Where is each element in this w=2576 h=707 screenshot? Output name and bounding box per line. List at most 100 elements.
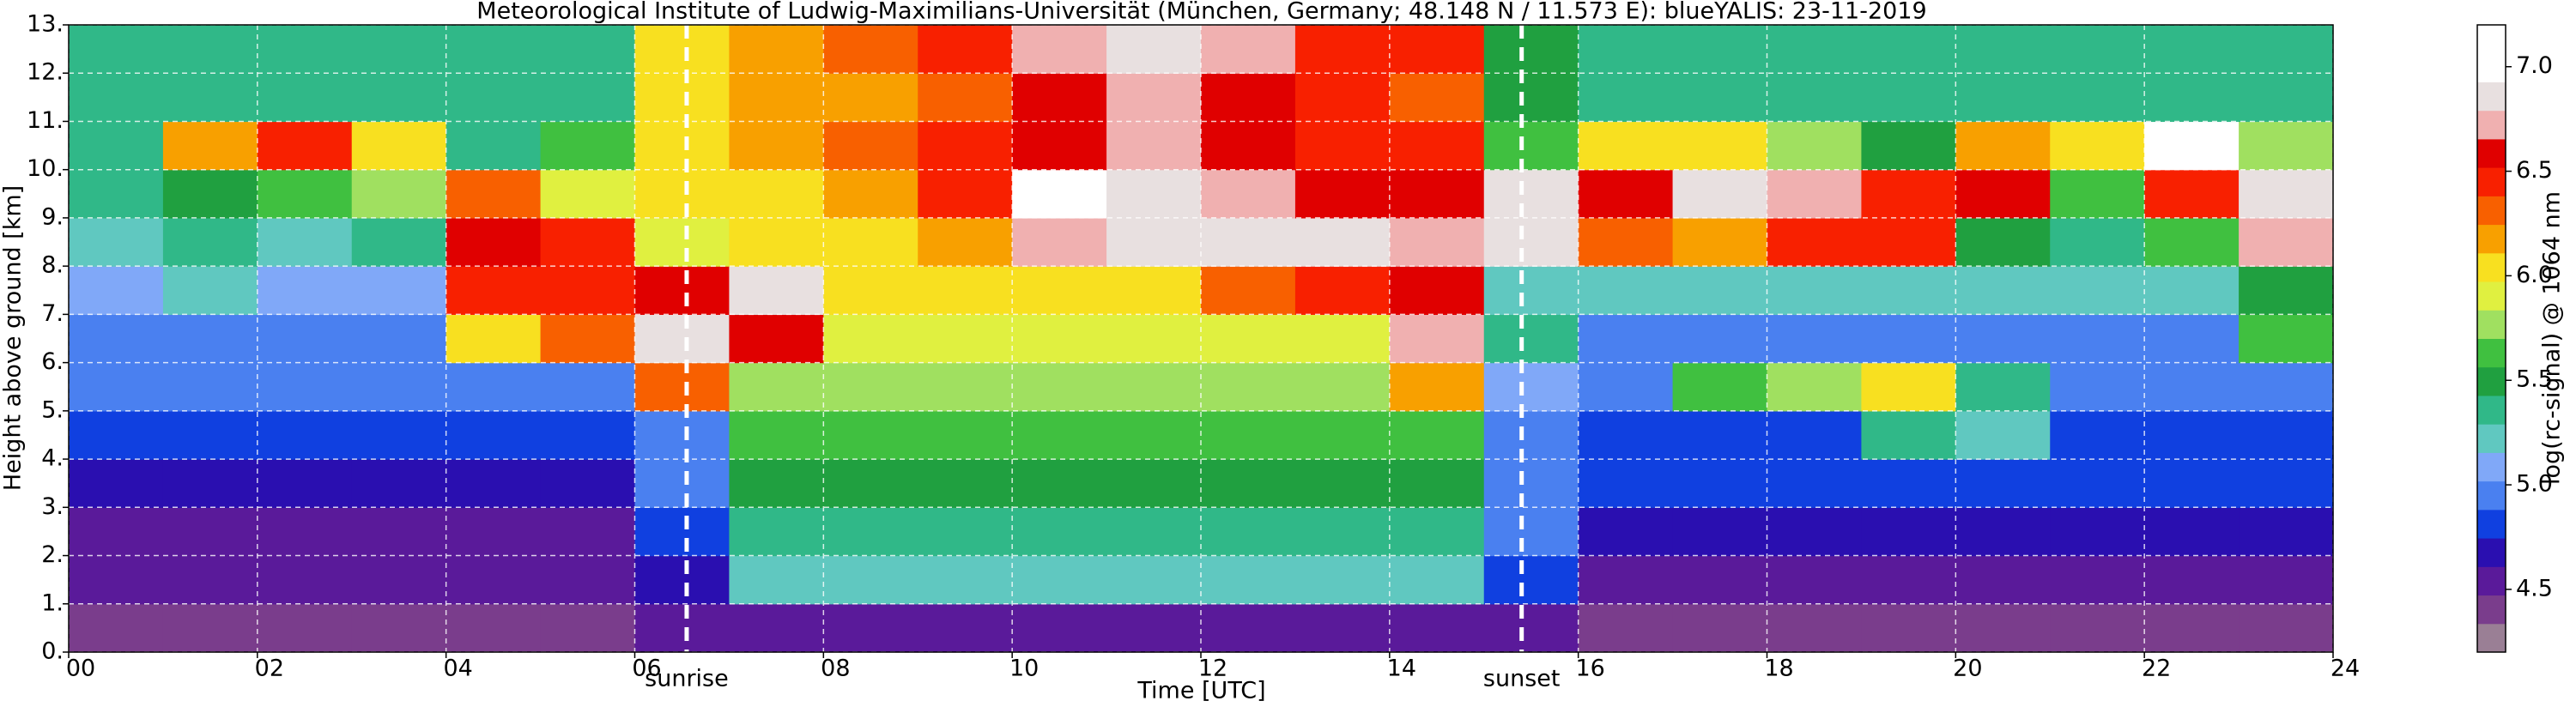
heatmap-cell [2144, 410, 2240, 460]
x-tick-label: 02 [255, 656, 284, 682]
heatmap-cell [1861, 555, 1956, 605]
colorbar-segment [2477, 538, 2506, 567]
heatmap-cell [351, 73, 447, 123]
heatmap-cell [1106, 507, 1202, 557]
heatmap-cell [1578, 362, 1674, 412]
heatmap-cell [634, 555, 730, 605]
heatmap-cell [823, 169, 918, 219]
heatmap-cell [1389, 459, 1485, 508]
heatmap-cell [1955, 603, 2051, 653]
colorbar-segment [2477, 395, 2506, 425]
colorbar-frame [2476, 24, 2506, 653]
heatmap-cell [1861, 603, 1956, 653]
heatmap-cell [1294, 410, 1391, 460]
heatmap-cell [2144, 217, 2240, 267]
annotation: sunset [1483, 666, 1561, 692]
annotation: sunrise [645, 666, 729, 692]
heatmap-cell [1578, 314, 1674, 364]
colorbar-segment [2477, 480, 2506, 511]
heatmap-cell [162, 169, 258, 219]
colorbar-segment [2477, 623, 2506, 653]
heatmap-cell [1012, 266, 1107, 315]
heatmap-cell [1012, 121, 1107, 171]
heatmap-cell [1012, 410, 1107, 460]
heatmap-cell [69, 266, 164, 315]
heatmap-cell [1955, 410, 2051, 460]
heatmap-cell [69, 603, 164, 653]
x-tick-label: 10 [1009, 656, 1039, 682]
heatmap-cell [1201, 555, 1296, 605]
heatmap-cell [351, 314, 447, 364]
heatmap-cell [257, 555, 353, 605]
heatmap-cell [1483, 314, 1579, 364]
heatmap-cell [1389, 169, 1485, 219]
heatmap-cell [1294, 362, 1391, 412]
heatmap-cell [1201, 362, 1296, 412]
heatmap-cell [1294, 603, 1391, 653]
heatmap-cell [1672, 555, 1768, 605]
heatmap-cell [1294, 266, 1391, 315]
y-axis-label: Height above ground [km] [0, 185, 27, 491]
heatmap-cell [1106, 410, 1202, 460]
heatmap-cell [540, 410, 636, 460]
heatmap-cell [1955, 169, 2051, 219]
heatmap-cell [2050, 459, 2145, 508]
heatmap-cell [823, 314, 918, 364]
heatmap-cell [1294, 25, 1391, 74]
heatmap-cell [634, 25, 730, 74]
heatmap-cell [2050, 217, 2145, 267]
heatmap-cell [1294, 217, 1391, 267]
heatmap-cell [1672, 25, 1768, 74]
heatmap-cell [257, 266, 353, 315]
colorbar-segment [2477, 281, 2506, 311]
heatmap-cell [1389, 25, 1485, 74]
colorbar-segment [2477, 338, 2506, 368]
heatmap-cell [634, 121, 730, 171]
heatmap-cell [2050, 169, 2145, 219]
heatmap-cell [1389, 266, 1485, 315]
heatmap-cell [1483, 217, 1579, 267]
heatmap-cell [823, 410, 918, 460]
heatmap-cell [1106, 459, 1202, 508]
heatmap-cell [257, 459, 353, 508]
heatmap-cell [1861, 507, 1956, 557]
colorbar-segment [2477, 566, 2506, 596]
heatmap-cell [1012, 555, 1107, 605]
heatmap-cell [1201, 169, 1296, 219]
heatmap-cell [445, 266, 542, 315]
heatmap-cell [1955, 555, 2051, 605]
heatmap-cell [1012, 459, 1107, 508]
x-tick-label: 08 [821, 656, 850, 682]
heatmap-cell [1767, 410, 1863, 460]
heatmap-cell [1672, 121, 1768, 171]
heatmap-cell [1012, 507, 1107, 557]
heatmap-cell [1578, 169, 1674, 219]
heatmap-cell [1861, 410, 1956, 460]
colorbar-tick-label: 5.0 [2516, 471, 2553, 498]
heatmap-cell [69, 410, 164, 460]
heatmap-cell [162, 217, 258, 267]
heatmap-cell [729, 362, 824, 412]
heatmap-cell [445, 362, 542, 412]
heatmap-cell [918, 266, 1013, 315]
heatmap-cell [162, 507, 258, 557]
y-tick-label: 11. [27, 107, 64, 134]
heatmap-cell [1955, 362, 2051, 412]
heatmap-cell [1012, 217, 1107, 267]
heatmap-cell [2144, 555, 2240, 605]
heatmap-cell [257, 507, 353, 557]
y-tick-label: 12. [27, 59, 64, 86]
heatmap-cell [162, 25, 258, 74]
heatmap-cell [69, 121, 164, 171]
heatmap-cell [1861, 73, 1956, 123]
heatmap-cell [634, 314, 730, 364]
heatmap-cell [1012, 169, 1107, 219]
heatmap-cell [2144, 121, 2240, 171]
colorbar-tick-label: 6.5 [2516, 157, 2553, 184]
heatmap-cell [2239, 459, 2334, 508]
heatmap-cell [1106, 314, 1202, 364]
x-tick-label: 20 [1953, 656, 1982, 682]
heatmap-cell [69, 555, 164, 605]
colorbar-tick-label: 5.5 [2516, 366, 2553, 393]
